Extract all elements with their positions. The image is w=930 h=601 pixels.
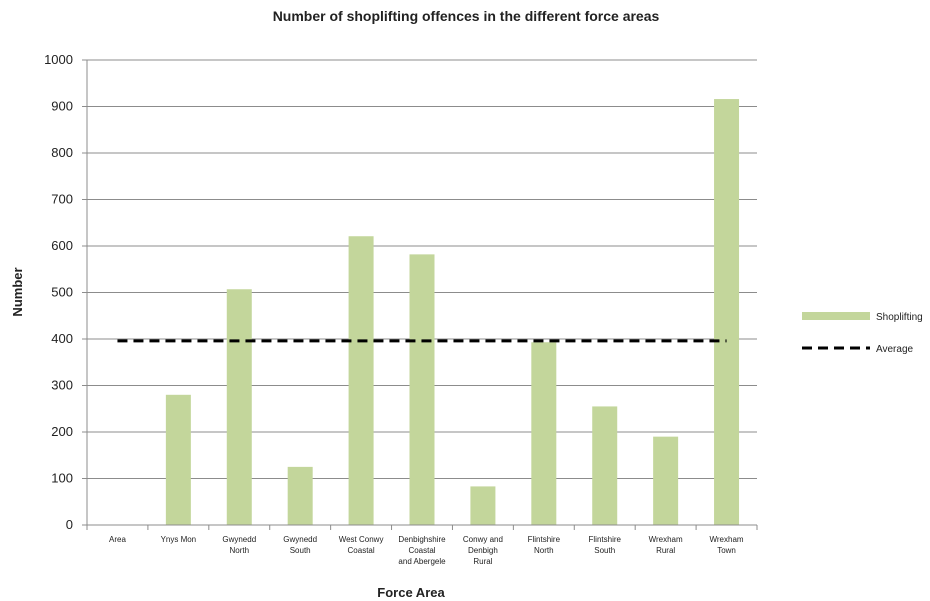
chart-title: Number of shoplifting offences in the di… bbox=[273, 8, 660, 24]
x-tick-label-line: Coastal bbox=[408, 546, 435, 555]
x-tick-label-line: Wrexham bbox=[649, 535, 683, 544]
x-tick-label-line: Denbigh bbox=[468, 546, 498, 555]
legend: Shoplifting Average bbox=[802, 312, 923, 355]
x-tick-label-line: Town bbox=[717, 546, 736, 555]
y-tick-label: 200 bbox=[51, 424, 73, 439]
x-axis-title: Force Area bbox=[377, 585, 445, 600]
x-tick-label-line: Flintshire bbox=[528, 535, 561, 544]
bar bbox=[470, 486, 496, 525]
x-tick-label-line: Area bbox=[109, 535, 126, 544]
x-tick-label-line: Rural bbox=[473, 557, 492, 566]
bar bbox=[348, 236, 374, 526]
bar bbox=[409, 254, 435, 525]
y-axis-title: Number bbox=[10, 267, 25, 316]
y-tick-label: 500 bbox=[51, 285, 73, 300]
legend-shoplifting-label: Shoplifting bbox=[876, 312, 923, 323]
x-tick-label: Wrexham Rural bbox=[649, 535, 683, 555]
x-tick-label-line: Flintshire bbox=[589, 535, 622, 544]
bar bbox=[592, 406, 618, 525]
x-tick-label: Flintshire South bbox=[589, 535, 622, 555]
y-tick-label: 1000 bbox=[44, 52, 73, 67]
x-tick-label-line: Ynys Mon bbox=[161, 535, 197, 544]
y-tick-label: 100 bbox=[51, 471, 73, 486]
bar bbox=[287, 466, 313, 525]
y-axis-ticks: 0 100 200 300 400 500 600 700 800 900 1000 bbox=[44, 52, 87, 532]
bar bbox=[165, 394, 191, 525]
x-tick-label: Flintshire North bbox=[528, 535, 561, 555]
x-tick-label: Ynys Mon bbox=[161, 535, 197, 544]
y-tick-label: 400 bbox=[51, 331, 73, 346]
bar bbox=[226, 289, 252, 525]
x-tick-label-line: Gwynedd bbox=[283, 535, 317, 544]
x-tick-label: Conwy and Denbigh Rural bbox=[463, 535, 503, 566]
x-tick-label: Gwynedd South bbox=[283, 535, 317, 555]
y-tick-label: 0 bbox=[66, 517, 73, 532]
y-tick-label: 800 bbox=[51, 145, 73, 160]
y-tick-label: 300 bbox=[51, 378, 73, 393]
x-tick-label-line: South bbox=[594, 546, 615, 555]
x-tick-label: West Conwy Coastal bbox=[339, 535, 384, 555]
x-tick-label-line: Denbighshire bbox=[398, 535, 446, 544]
x-tick-label-line: North bbox=[229, 546, 249, 555]
x-tick-label: Area bbox=[109, 535, 126, 544]
y-tick-label: 600 bbox=[51, 238, 73, 253]
y-tick-label: 700 bbox=[51, 192, 73, 207]
x-tick-label-line: Rural bbox=[656, 546, 675, 555]
y-tick-label: 900 bbox=[51, 99, 73, 114]
axes bbox=[86, 60, 757, 526]
x-axis-ticks: Area Ynys Mon Gwynedd North Gwynedd South West… bbox=[86, 525, 758, 566]
x-tick-label-line: North bbox=[534, 546, 554, 555]
bar bbox=[714, 99, 740, 525]
legend-average-label: Average bbox=[876, 344, 914, 355]
x-tick-label: Wrexham Town bbox=[709, 535, 743, 555]
bar bbox=[531, 342, 557, 525]
x-tick-label-line: Conwy and bbox=[463, 535, 503, 544]
bars bbox=[165, 99, 740, 526]
x-tick-label: Gwynedd North bbox=[222, 535, 256, 555]
bar bbox=[653, 436, 679, 525]
x-tick-label-line: West Conwy bbox=[339, 535, 384, 544]
x-tick-label-line: Coastal bbox=[348, 546, 375, 555]
x-tick-label: Denbighshire Coastal and Abergele bbox=[398, 535, 446, 566]
x-tick-label-line: and Abergele bbox=[398, 557, 446, 566]
x-tick-label-line: Wrexham bbox=[709, 535, 743, 544]
x-tick-label-line: Gwynedd bbox=[222, 535, 256, 544]
x-tick-label-line: South bbox=[290, 546, 311, 555]
